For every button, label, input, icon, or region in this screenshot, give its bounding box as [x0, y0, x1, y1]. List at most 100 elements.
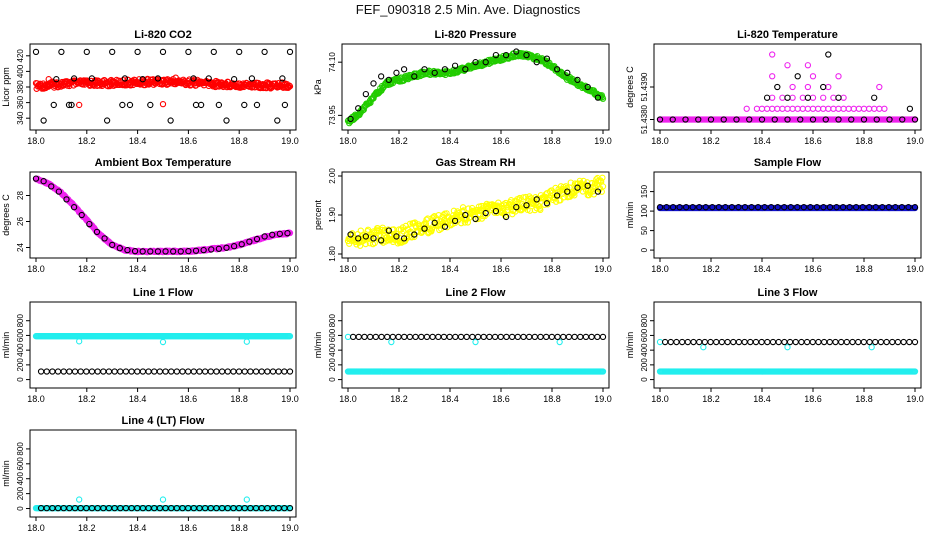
data-point [482, 59, 489, 66]
y-axis-label: ml/min [625, 332, 635, 359]
data-point [533, 196, 540, 203]
data-point [451, 217, 459, 224]
data-point [458, 220, 465, 227]
data-point [826, 204, 834, 211]
data-point [707, 338, 714, 346]
data-point [49, 368, 56, 375]
data-point [235, 368, 243, 375]
data-point [60, 368, 67, 375]
x-tick-label: 18.0 [27, 264, 45, 274]
data-point [347, 231, 354, 238]
data-point [441, 223, 449, 230]
x-tick-label: 18.8 [230, 136, 248, 146]
data-point [364, 226, 372, 233]
data-point [384, 333, 391, 341]
data-point [513, 48, 520, 55]
data-point [799, 94, 806, 101]
data-point [451, 62, 459, 69]
data-point [253, 101, 261, 109]
x-tick-label: 18.4 [129, 136, 147, 146]
data-point [32, 175, 40, 182]
data-point [236, 48, 243, 56]
data-point [162, 248, 169, 255]
data-point [599, 183, 607, 190]
data-point [117, 368, 124, 375]
data-point [170, 248, 177, 255]
data-point [599, 333, 607, 341]
x-tick-label: 18.0 [27, 136, 45, 146]
data-point [684, 338, 691, 346]
data-point [835, 105, 842, 112]
data-point [154, 248, 162, 255]
series-1-sec [656, 368, 919, 375]
x-tick-label: 18.2 [702, 394, 720, 404]
data-point [700, 344, 707, 351]
panel-title: Ambient Box Temperature [95, 157, 232, 169]
data-point [553, 192, 561, 199]
data-point [441, 66, 449, 73]
data-point [286, 505, 294, 512]
data-point [523, 51, 530, 59]
data-point [853, 204, 860, 211]
data-point [584, 182, 591, 189]
data-point [709, 204, 716, 211]
data-point [482, 209, 489, 217]
marks-line2 [344, 333, 607, 375]
data-point [769, 94, 776, 101]
data-point [820, 105, 827, 112]
data-point [809, 116, 817, 123]
data-point [275, 368, 282, 375]
y-tick-label: 800 [328, 313, 337, 327]
data-point [825, 51, 832, 58]
y-tick-label: 0 [640, 247, 649, 252]
y-tick-label: 28 [16, 191, 25, 200]
data-point [366, 333, 374, 341]
series-2-5-min-avg [656, 204, 919, 211]
data-point [526, 333, 533, 341]
data-point [906, 338, 913, 346]
data-point [789, 105, 796, 112]
data-point [885, 204, 892, 211]
x-tick-label: 18.2 [390, 264, 408, 274]
data-point [472, 338, 479, 346]
data-point [911, 204, 919, 211]
series-1-sec [32, 175, 294, 256]
data-point [385, 76, 392, 84]
data-point [557, 197, 564, 204]
data-point [696, 338, 703, 346]
y-axis-label: degrees C [1, 194, 11, 236]
data-point [825, 105, 832, 112]
panel-co2: Li-820 CO2 Licor ppm 18.0 18.2 18.4 18.6 18.8 1… [1, 29, 299, 146]
data-point [798, 338, 805, 346]
data-point [418, 333, 425, 341]
data-point [201, 368, 209, 375]
data-point [567, 179, 574, 186]
y-tick-label: 400 [16, 343, 25, 357]
panel-temperature: Li-820 Temperature degrees C 18.0 18.2 18.4 1… [625, 29, 924, 146]
data-point [258, 368, 265, 375]
data-point [794, 105, 801, 112]
data-point [491, 333, 499, 341]
data-point [748, 204, 755, 211]
y-axis-label: ml/min [1, 460, 11, 487]
x-tick-label: 18.4 [753, 264, 771, 274]
data-point [196, 368, 203, 375]
data-point [269, 368, 277, 375]
data-point [584, 83, 591, 91]
data-point [452, 333, 459, 341]
x-tick-label: 19.0 [594, 394, 612, 404]
y-tick-label: 800 [16, 442, 25, 456]
y-tick-label: 74.10 [328, 52, 337, 73]
x-tick-label: 18.8 [543, 136, 561, 146]
marks-temperature [656, 51, 919, 123]
data-point [514, 333, 521, 341]
data-point [252, 368, 260, 375]
data-point [682, 116, 689, 123]
data-point [109, 241, 116, 249]
x-tick-label: 19.0 [906, 136, 924, 146]
data-point [735, 204, 742, 211]
data-point [804, 62, 812, 69]
data-point [281, 101, 289, 109]
